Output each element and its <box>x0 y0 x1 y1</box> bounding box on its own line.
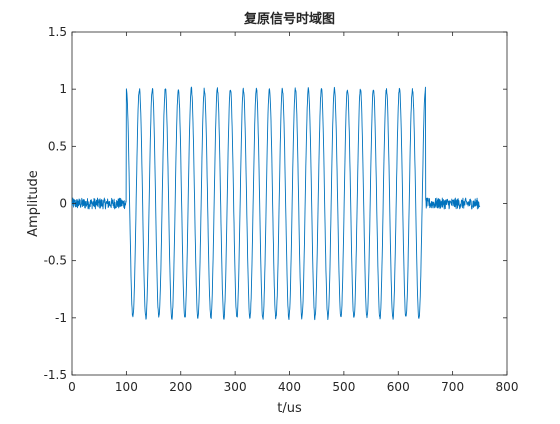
y-axis-label: Amplitude <box>26 170 41 237</box>
x-tick-label: 200 <box>169 380 192 394</box>
ticks-layer: 0 100 200 300 400 500 600 700 800 -1.5 -1 -0.5 0 0.5 1… <box>44 25 519 394</box>
series-layer <box>71 86 481 321</box>
y-tick-label: -1.5 <box>44 368 67 382</box>
x-axis-label: t/us <box>277 401 302 416</box>
y-tick-label: -1 <box>55 311 67 325</box>
y-tick-label: 0.5 <box>48 139 67 153</box>
x-tick-label: 700 <box>441 380 464 394</box>
x-tick-label: 100 <box>115 380 138 394</box>
y-tick-label: 1 <box>59 82 67 96</box>
signal-line <box>71 86 481 321</box>
x-tick-label: 600 <box>387 380 410 394</box>
x-tick-label: 300 <box>224 380 247 394</box>
x-tick-label: 400 <box>278 380 301 394</box>
x-tick-label: 500 <box>332 380 355 394</box>
chart-title: 复原信号时域图 <box>243 11 335 27</box>
x-tick-label: 0 <box>68 380 76 394</box>
y-tick-label: 1.5 <box>48 25 67 39</box>
y-tick-label: -0.5 <box>44 254 67 268</box>
x-tick-label: 800 <box>496 380 519 394</box>
y-tick-label: 0 <box>59 197 67 211</box>
